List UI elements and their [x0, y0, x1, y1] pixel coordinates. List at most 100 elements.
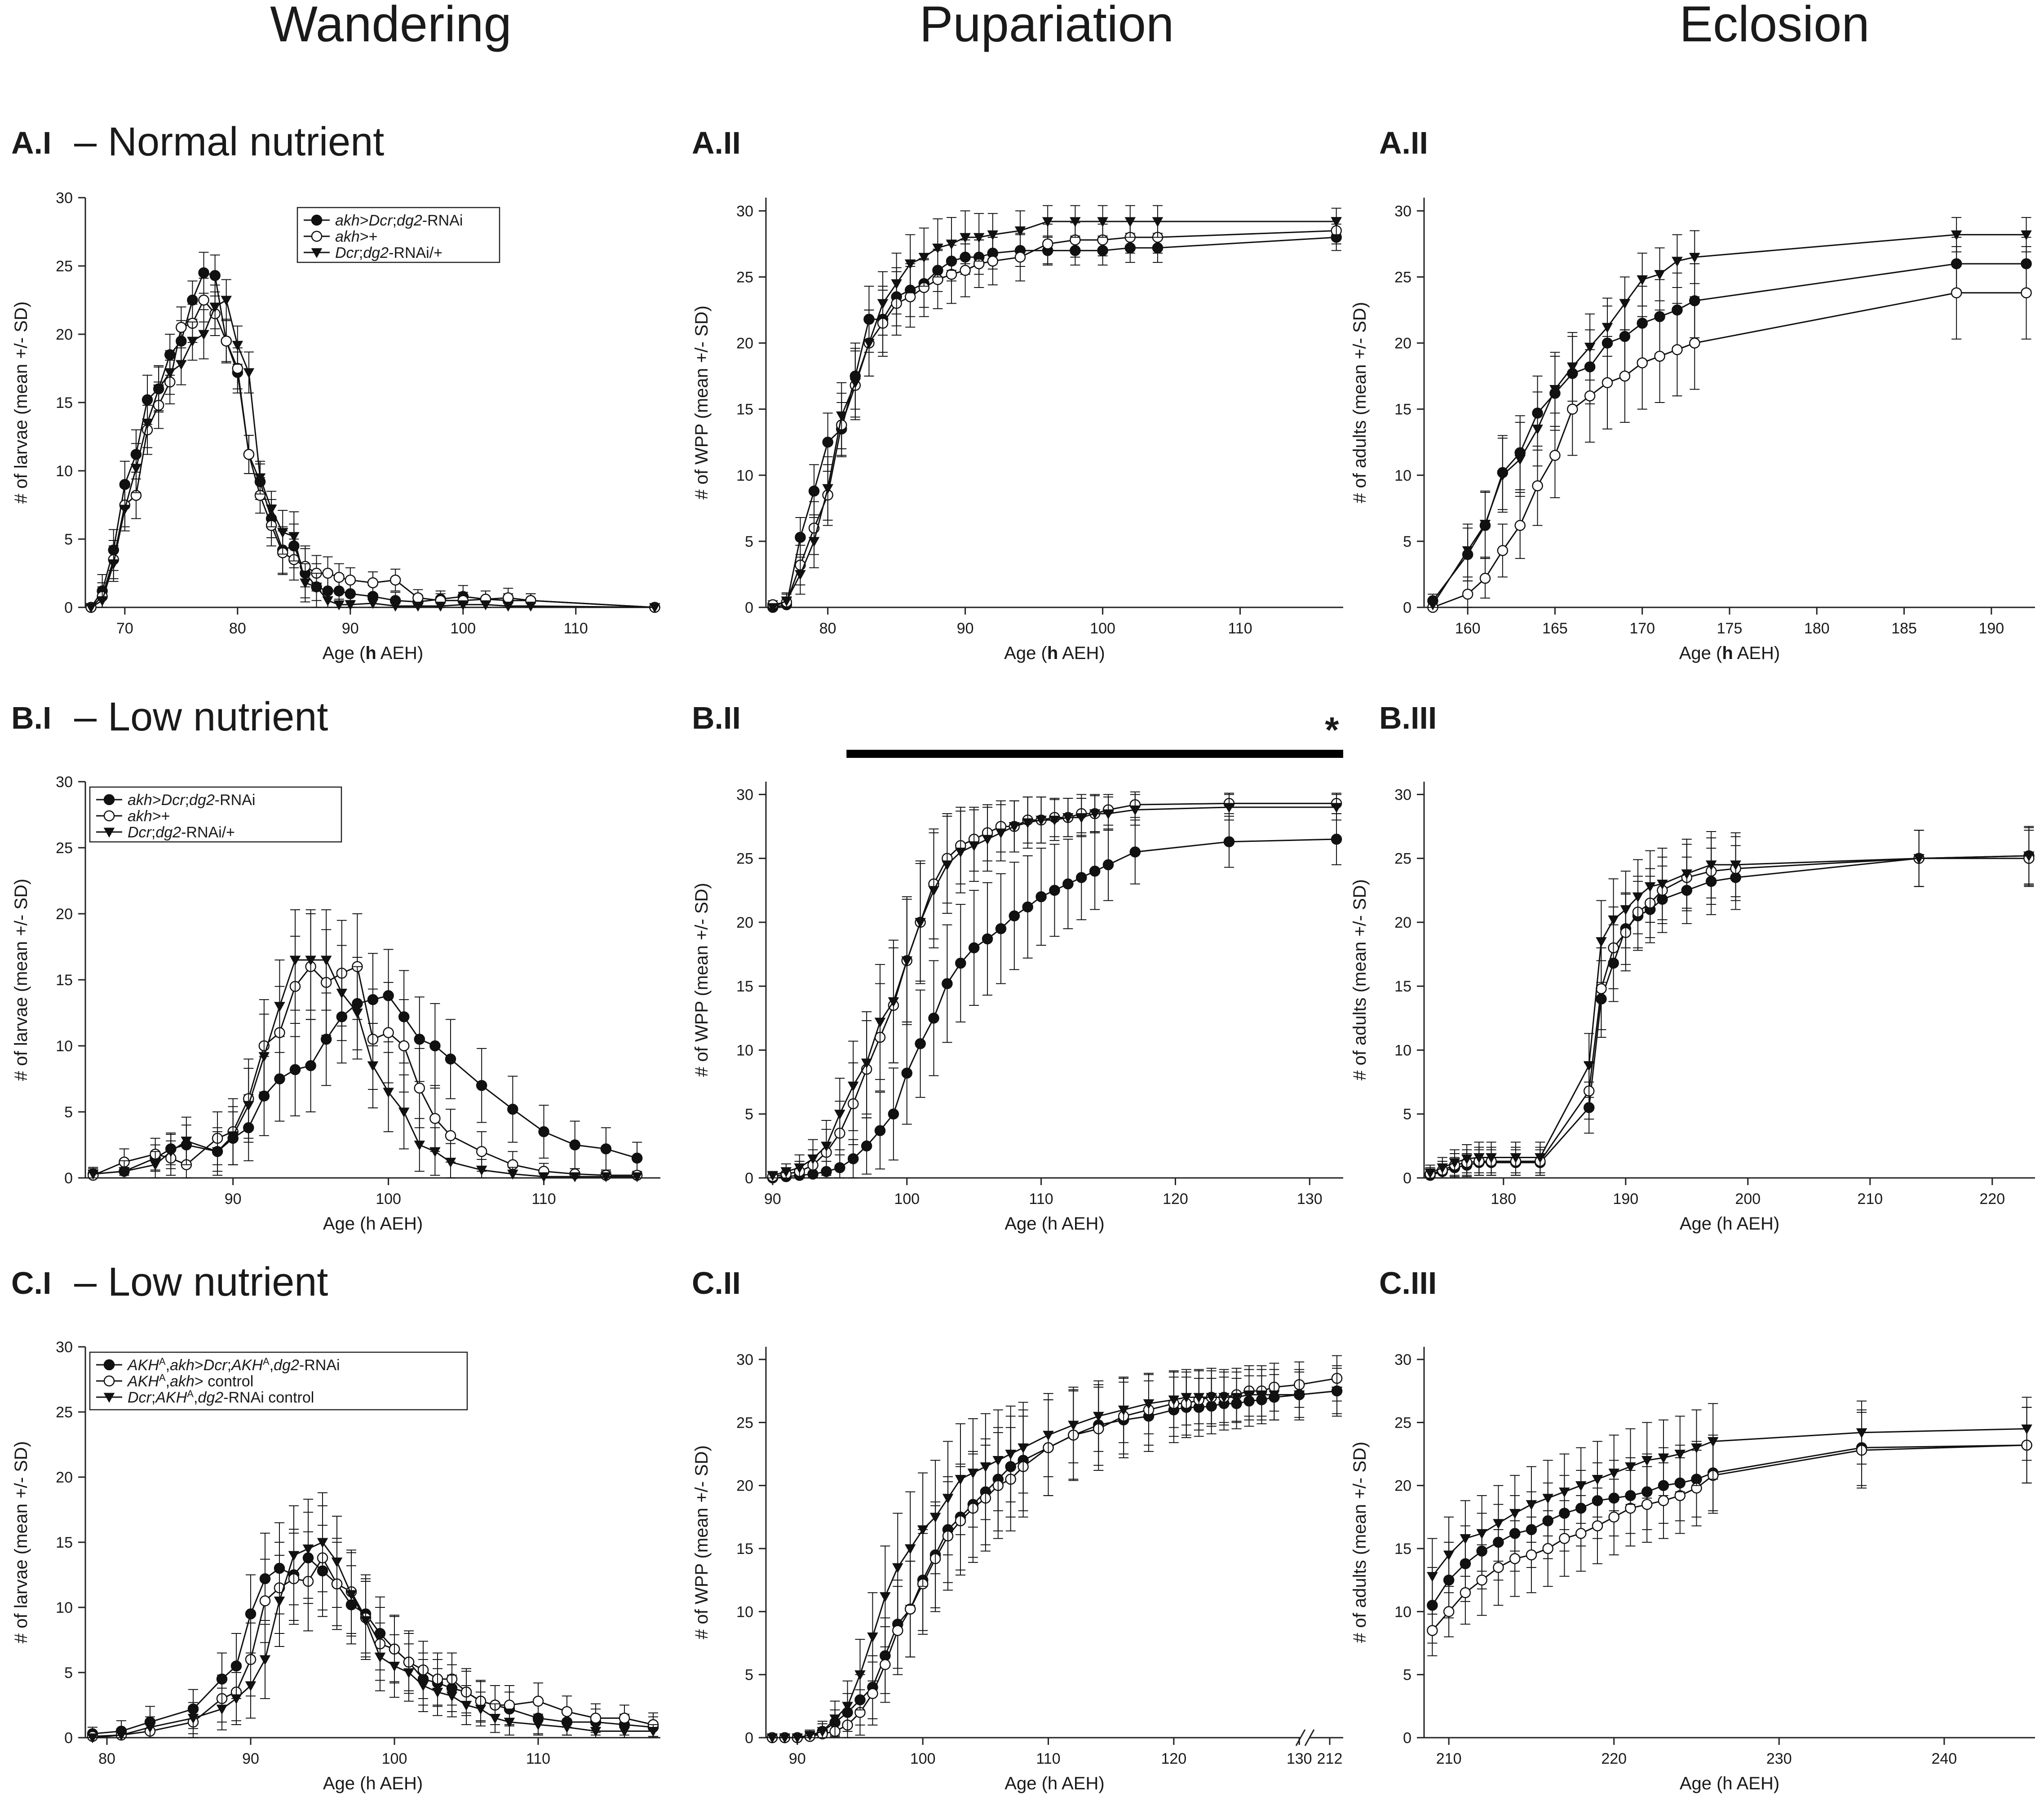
data-point: [1632, 892, 1644, 903]
y-tick-label: 30: [56, 774, 73, 791]
legend-text-part: -RNAi: [422, 212, 463, 229]
series-filled: [87, 1512, 659, 1739]
data-point: [142, 419, 153, 429]
data-point: [429, 1113, 441, 1124]
series-triangle: [1427, 1397, 2032, 1615]
data-point: [649, 603, 660, 613]
data-point: [445, 1053, 456, 1065]
data-point: [1331, 833, 1342, 845]
series-triangle: [85, 279, 660, 613]
panel-subtitle: – Low nutrient: [74, 1260, 328, 1305]
panel-c-ii: C.II 212 90 100 110 120 130 0 5 10 15 20 25 30 Age (h …: [692, 1266, 1343, 1793]
data-point: [874, 1018, 886, 1028]
y-tick-label: 15: [56, 1534, 73, 1551]
x-tick-label: 220: [1979, 1190, 2005, 1208]
data-point: [119, 504, 131, 515]
y-tick-label: 15: [736, 401, 753, 418]
x-tick-label: 190: [1613, 1190, 1638, 1208]
series-line: [1430, 858, 2029, 1175]
data-point: [374, 1652, 386, 1663]
y-tick-label: 15: [736, 1540, 753, 1558]
data-point: [960, 233, 971, 243]
data-point: [1076, 872, 1087, 883]
y-tick-label: 10: [736, 1603, 753, 1620]
legend-text-part: ,: [194, 1389, 198, 1406]
data-point: [600, 1143, 612, 1155]
data-point: [1427, 1625, 1438, 1636]
series-line: [772, 1390, 1337, 1739]
legend-text-part: ,: [166, 1357, 170, 1374]
significance-asterisk: *: [1325, 710, 1339, 750]
legend-marker: [103, 810, 115, 822]
data-point: [232, 341, 243, 351]
y-tick-label: 25: [1394, 1414, 1411, 1431]
data-point: [230, 1694, 242, 1704]
x-axis-label: Age (h AEH): [1004, 1214, 1104, 1234]
data-point: [475, 1704, 487, 1715]
data-point: [507, 1169, 518, 1180]
series-triangle: [767, 205, 1342, 613]
data-point: [1542, 1494, 1553, 1504]
legend-text-part: AKH: [155, 1389, 187, 1406]
x-axis-label-part: Age (h AEH): [323, 1774, 423, 1793]
data-point: [561, 1723, 573, 1733]
legend-box: [89, 786, 342, 843]
data-point: [1575, 1481, 1587, 1491]
x-axis-label: Age (h AEH): [323, 1774, 423, 1793]
y-tick-label: 20: [1394, 914, 1411, 931]
data-point: [1479, 573, 1491, 584]
panel-subtitle: – Low nutrient: [74, 695, 328, 739]
data-point: [1479, 520, 1491, 530]
data-point: [1070, 217, 1081, 227]
x-axis-label: Age (h AEH): [1680, 1774, 1779, 1793]
legend-text-part: dg2: [397, 212, 422, 229]
data-point: [243, 1101, 254, 1111]
data-point: [1549, 385, 1561, 395]
y-tick-label: 15: [1394, 978, 1411, 995]
y-tick-label: 25: [56, 1404, 73, 1421]
data-point: [1657, 880, 1668, 890]
data-point: [822, 437, 833, 448]
legend-marker: [103, 1393, 115, 1403]
data-point: [1681, 869, 1693, 880]
y-axis-label: # of adults (mean +/- SD): [1350, 1442, 1370, 1643]
x-tick-label: 130: [1297, 1190, 1323, 1208]
series-line: [90, 299, 655, 608]
data-point: [1493, 1562, 1504, 1573]
y-tick-label: 0: [745, 1730, 753, 1747]
data-point: [867, 1688, 878, 1699]
panel-label: A.I: [11, 125, 51, 160]
data-point: [1042, 238, 1053, 250]
data-point: [198, 330, 209, 340]
data-point: [1005, 1449, 1017, 1460]
data-point: [849, 378, 861, 389]
data-point: [445, 1158, 456, 1168]
legend-text-part: Dcr: [335, 244, 360, 261]
data-point: [1705, 860, 1717, 871]
data-point: [412, 602, 424, 612]
panel-b-i: B.I – Low nutrient 90 100 110 0 5 10 15 20 25 30 Age…: [11, 695, 660, 1234]
data-point: [305, 956, 316, 966]
data-point: [322, 596, 333, 606]
data-point: [414, 1140, 425, 1151]
data-point: [1068, 1421, 1079, 1431]
series-line: [1432, 1428, 2027, 1577]
data-point: [398, 1107, 410, 1118]
data-point: [1619, 299, 1631, 309]
x-tick-label: 80: [98, 1750, 115, 1767]
legend-text-part: AKH: [127, 1373, 159, 1390]
data-point: [1035, 815, 1047, 826]
data-point: [1129, 846, 1141, 858]
data-point: [1608, 915, 1619, 925]
data-point: [1461, 1154, 1473, 1164]
data-point: [1460, 1534, 1471, 1544]
x-axis-label-part: Age (h AEH): [323, 1214, 423, 1234]
data-point: [1951, 287, 1962, 299]
x-tick-label: 120: [1163, 1190, 1188, 1208]
data-point: [1856, 1428, 1867, 1438]
legend-text-part: Dcr: [161, 792, 186, 809]
legend-text-part: AKH: [127, 1357, 159, 1374]
panel-label: B.II: [692, 700, 741, 735]
data-point: [1269, 1390, 1280, 1401]
data-point: [331, 1557, 343, 1568]
